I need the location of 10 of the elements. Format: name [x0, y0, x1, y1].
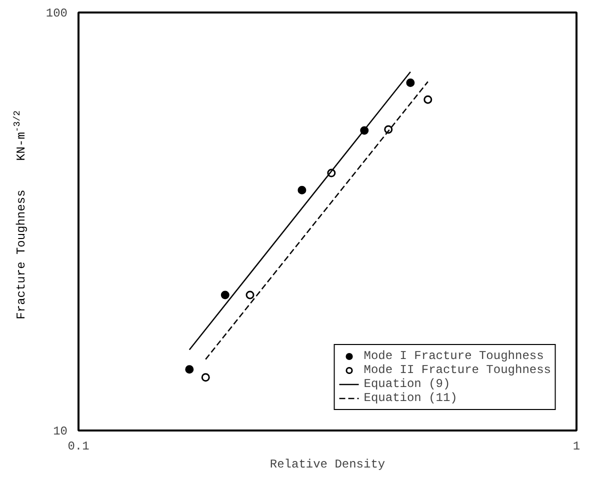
legend-label: Mode I Fracture Toughness [364, 349, 544, 363]
x-axis-title: Relative Density [270, 458, 386, 472]
legend-label: Equation (11) [364, 391, 458, 405]
y-tick-label: 100 [46, 6, 68, 20]
y-tick-label: 10 [53, 424, 68, 438]
legend-label: Equation (9) [364, 377, 450, 391]
x-tick-label: 0.1 [68, 440, 90, 454]
x-tick-label: 1 [572, 440, 580, 454]
legend-label: Mode II Fracture Toughness [364, 363, 551, 377]
y-axis-title: Fracture Toughness KN-m-3/2 [12, 110, 28, 320]
